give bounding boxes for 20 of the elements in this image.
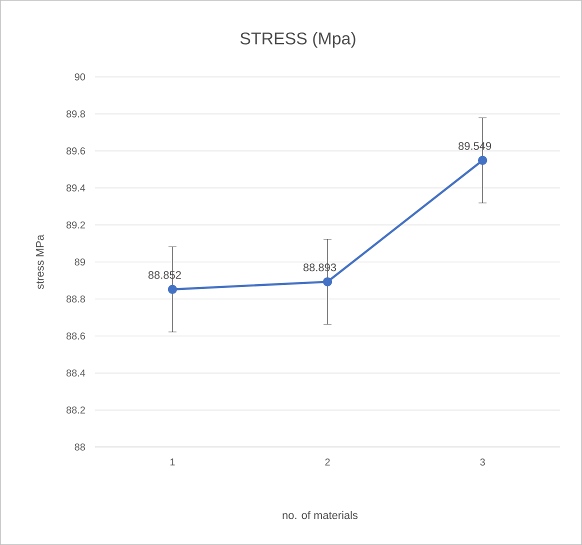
x-tick-label: 1: [170, 458, 175, 466]
chart-title: STRESS (Mpa): [240, 32, 356, 48]
point: [478, 156, 488, 165]
y-tick-label: 90: [74, 73, 86, 80]
point: [322, 277, 332, 286]
y-tick-label: 89.4: [66, 184, 86, 192]
y-tick-label: 89: [74, 258, 85, 266]
y-tick-label: 88.2: [66, 406, 85, 414]
y-tick-label: 88: [74, 444, 85, 451]
y-tick-label: 88.6: [66, 332, 85, 340]
x-tick-label: 2: [325, 458, 330, 466]
x-axis-title: no. of materials: [282, 511, 358, 520]
y-tick-label: 88.4: [66, 370, 86, 377]
y-tick-label: 89.8: [66, 110, 85, 118]
y-tick-label: 88.8: [66, 295, 85, 303]
y-tick-label: 89.6: [66, 147, 85, 154]
x-tick-label: 3: [480, 458, 485, 466]
y-axis-title: stress MPa: [36, 234, 44, 290]
y-tick-label: 89.2: [66, 221, 85, 228]
point: [168, 284, 178, 294]
